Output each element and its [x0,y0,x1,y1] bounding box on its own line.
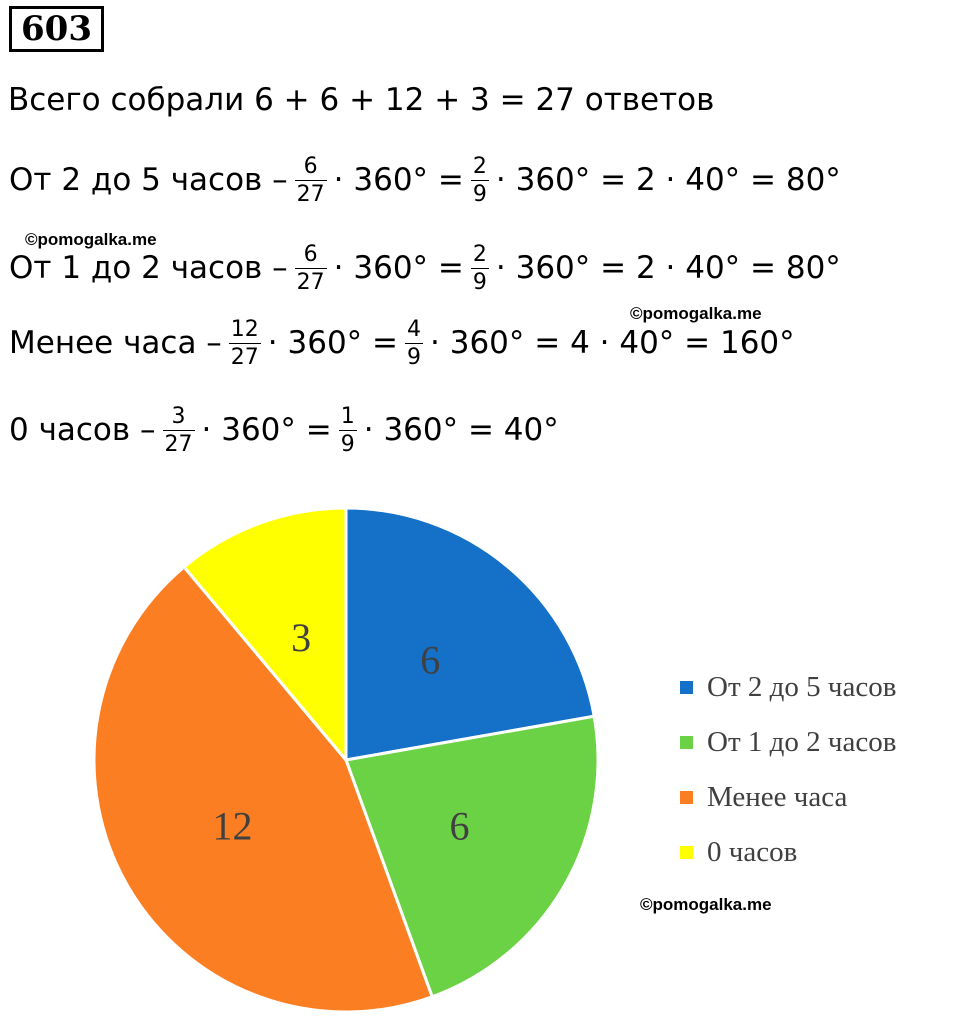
calc-label: От 2 до 5 часов – [9,162,288,198]
denominator: 9 [338,429,357,457]
pie-slice-2 [343,714,600,999]
calc-text: · 360° = [333,250,464,286]
legend-label: От 1 до 2 часов [707,726,897,758]
numerator: 4 [407,316,422,342]
calc-label: Менее часа – [9,325,222,361]
numerator: 1 [340,403,355,429]
calc-label: 0 часов – [9,412,156,448]
denominator: 27 [162,429,195,457]
denominator: 9 [405,342,424,370]
numerator: 6 [303,153,318,179]
pie-slice-4 [181,506,348,765]
legend-label: От 2 до 5 часов [707,671,897,703]
pie-slice-3 [92,564,435,1014]
fraction: 12 27 [228,316,261,371]
denominator: 27 [294,267,327,295]
denominator: 9 [470,179,489,207]
total-line: Всего собрали 6 + 6 + 12 + 3 = 27 ответо… [8,65,714,135]
numerator: 6 [303,241,318,267]
fraction: 6 27 [294,241,327,296]
calc-text: · 360° = [333,162,464,198]
legend: От 2 до 5 часов От 1 до 2 часов Менее часа… [680,660,896,880]
watermark: ©pomogalka.me [630,304,762,323]
total-text: Всего собрали 6 + 6 + 12 + 3 = 27 ответо… [8,82,715,118]
pie-slice-1 [344,506,596,762]
pie-data-label-3: 12 [213,804,253,849]
legend-item: От 2 до 5 часов [680,660,896,715]
calc-text: · 360° = 2 · 40° = 80° [495,250,841,286]
calc-text: · 360° = [267,325,399,361]
watermark: ©pomogalka.me [640,895,772,914]
numerator: 2 [472,241,487,267]
numerator: 2 [472,153,487,179]
legend-item: 0 часов [680,825,896,880]
pie-data-label-2: 6 [449,804,469,849]
pie-chart: 6 6 12 3 [92,506,600,1014]
watermark: ©pomogalka.me [25,230,157,249]
fraction: 3 27 [162,403,195,458]
calc-label: От 1 до 2 часов – [9,250,288,286]
legend-item: От 1 до 2 часов [680,715,896,770]
legend-item: Менее часа [680,770,896,825]
calc-text: · 360° = 4 · 40° = 160° [430,325,795,361]
pie-data-label-1: 6 [420,638,440,683]
legend-label: 0 часов [707,836,798,868]
calc-text: · 360° = 2 · 40° = 80° [495,162,841,198]
numerator: 12 [230,316,259,342]
denominator: 27 [228,342,261,370]
numerator: 3 [171,403,186,429]
legend-swatch [680,791,693,804]
pie-data-label-4: 3 [291,615,311,660]
denominator: 27 [294,179,327,207]
legend-swatch [680,846,693,859]
legend-swatch [680,681,693,694]
task-number: 603 [9,6,104,52]
fraction: 6 27 [294,153,327,208]
legend-label: Менее часа [707,781,848,813]
denominator: 9 [470,267,489,295]
calc-text: · 360° = 40° [363,412,559,448]
legend-swatch [680,736,693,749]
calc-text: · 360° = [201,412,332,448]
